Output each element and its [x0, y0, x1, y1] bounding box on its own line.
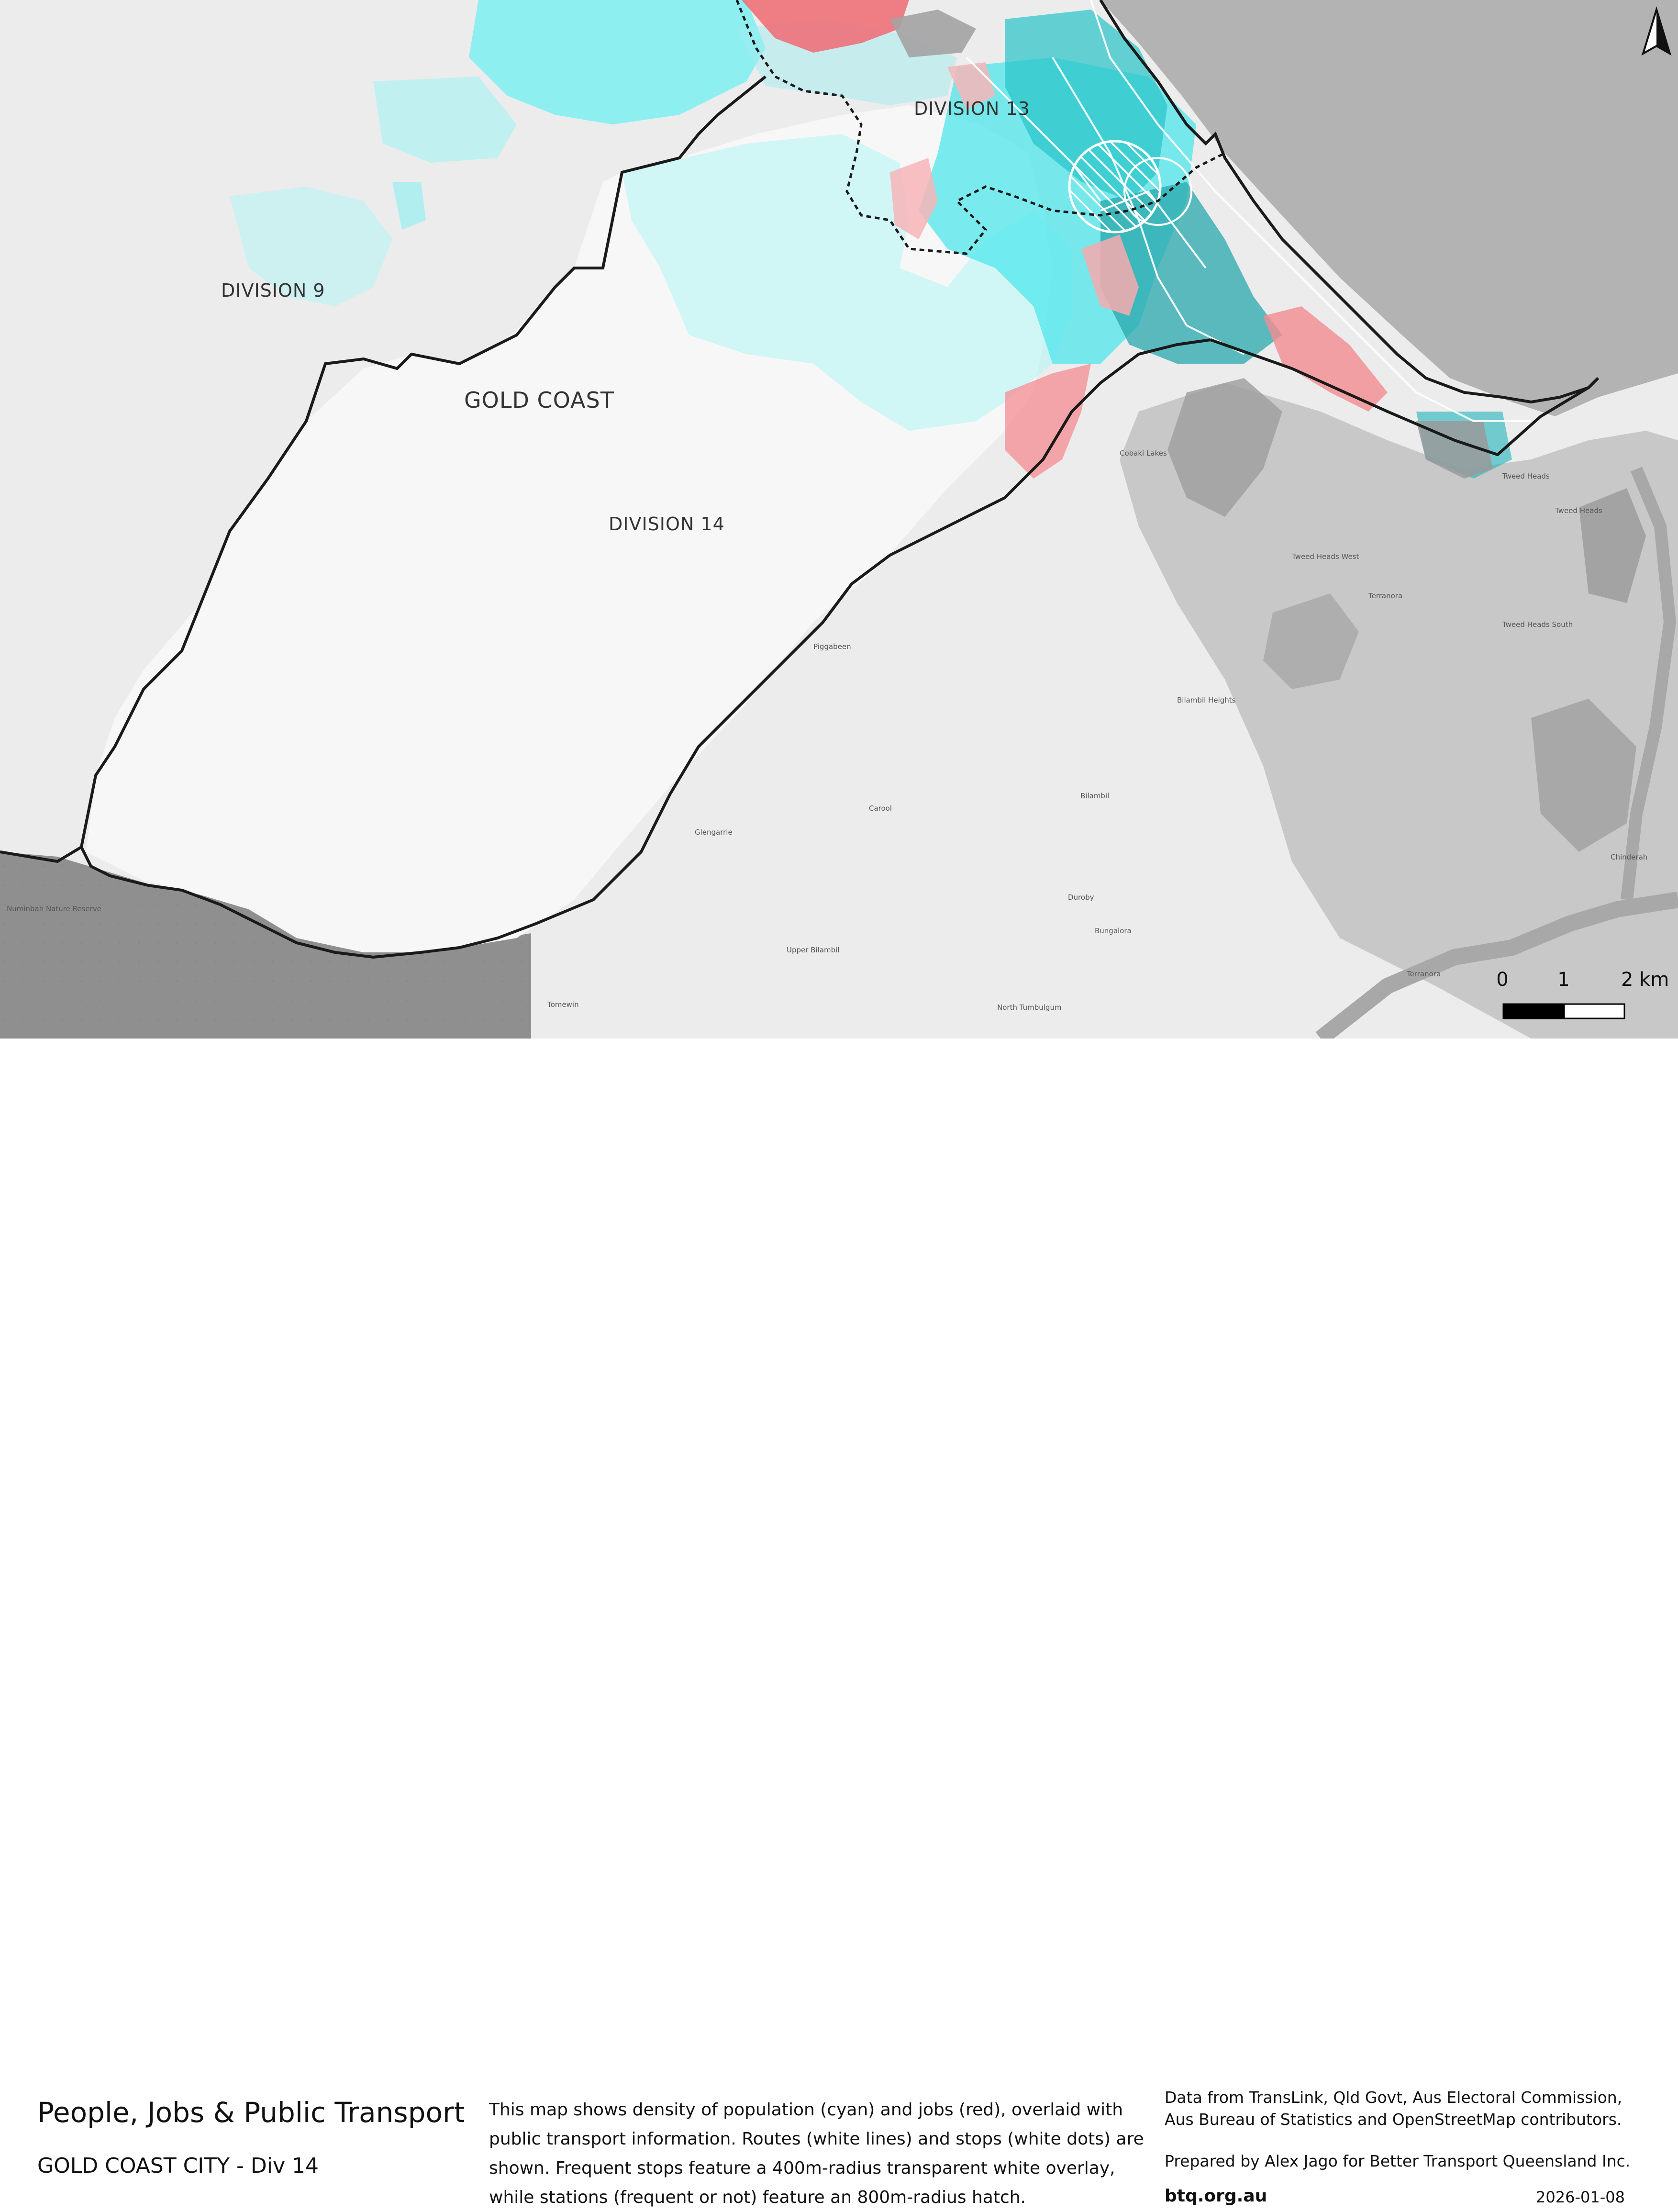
map-description: This map shows density of population (cy…	[489, 2100, 1144, 2207]
place-terranora: Terranora	[1368, 592, 1402, 600]
map-date: 2026-01-08	[1536, 2188, 1625, 2206]
place-terranora-2: Terranora	[1406, 970, 1441, 978]
urban-detail-dark-4	[1579, 488, 1646, 603]
state-border	[1210, 338, 1600, 457]
website-link[interactable]: btq.org.au	[1165, 2186, 1267, 2206]
place-tomewin: Tomewin	[547, 1000, 579, 1009]
place-tweed-heads-south: Tweed Heads South	[1502, 620, 1573, 629]
division-13-boundary	[735, 0, 1226, 255]
prepared-by: Prepared by Alex Jago for Better Transpo…	[1165, 2152, 1631, 2170]
label-division-14: DIVISION 14	[609, 514, 725, 535]
place-chinderah: Chinderah	[1611, 853, 1647, 861]
place-carool: Carool	[869, 804, 892, 813]
tweed-river	[1315, 892, 1678, 1039]
footer: People, Jobs & Public Transport GOLD COA…	[0, 1039, 1678, 2207]
map-title: People, Jobs & Public Transport	[37, 2096, 465, 2129]
place-tweed-heads-west: Tweed Heads West	[1291, 552, 1359, 561]
label-division-9: DIVISION 9	[221, 280, 325, 301]
north-arrow-icon	[1641, 6, 1672, 56]
frequent-stop-overlay	[1123, 157, 1192, 226]
place-bungalora: Bungalora	[1095, 927, 1132, 935]
division-14-boundary	[79, 75, 1211, 959]
scale-bar: 0 1 2 km	[1496, 969, 1669, 1019]
scale-tick-0: 0	[1496, 969, 1508, 991]
place-piggabeen: Piggabeen	[813, 642, 851, 651]
station-hatch	[1068, 140, 1162, 234]
map-subtitle: GOLD COAST CITY - Div 14	[37, 2154, 319, 2178]
park-dot-pattern	[0, 852, 531, 1039]
place-bilambil: Bilambil	[1080, 792, 1109, 800]
urban-detail-dark	[1167, 378, 1282, 517]
coastline-boundary	[1099, 0, 1600, 404]
label-division-13: DIVISION 13	[914, 98, 1030, 119]
map-svg: DIVISION 13 DIVISION 9 GOLD COAST DIVISI…	[0, 0, 1678, 1039]
place-numinbah: Numinbah Nature Reserve	[7, 905, 101, 913]
scale-tick-2: 2 km	[1621, 969, 1669, 991]
place-bilambil-heights: Bilambil Heights	[1177, 696, 1236, 704]
boundary-west-stub	[0, 846, 82, 863]
scale-tick-1: 1	[1557, 969, 1569, 991]
place-glengarrie: Glengarrie	[695, 828, 733, 837]
place-names: Tweed Heads Tweed Heads Tweed Heads West…	[7, 449, 1647, 1012]
place-cobaki-lakes: Cobaki Lakes	[1120, 449, 1167, 458]
urban-detail-dark-2	[1263, 593, 1359, 689]
urban-detail-dark-3	[1531, 699, 1636, 852]
data-credits: Data from TransLink, Qld Govt, Aus Elect…	[1165, 2088, 1622, 2129]
map-canvas[interactable]: DIVISION 13 DIVISION 9 GOLD COAST DIVISI…	[0, 0, 1678, 1039]
place-duroby: Duroby	[1068, 893, 1094, 902]
urban-area	[1120, 383, 1678, 1039]
ocean-area	[1100, 0, 1678, 416]
place-upper-bilambil: Upper Bilambil	[787, 946, 839, 954]
place-tweed-heads-2: Tweed Heads	[1555, 506, 1602, 515]
scale-segment-dark	[1502, 1003, 1565, 1019]
label-gold-coast: GOLD COAST	[464, 387, 614, 413]
scale-segment-light	[1563, 1003, 1625, 1019]
river-estuary	[1621, 467, 1677, 901]
place-tweed-heads: Tweed Heads	[1502, 472, 1550, 480]
place-north-tumbulgum: North Tumbulgum	[997, 1003, 1062, 1012]
